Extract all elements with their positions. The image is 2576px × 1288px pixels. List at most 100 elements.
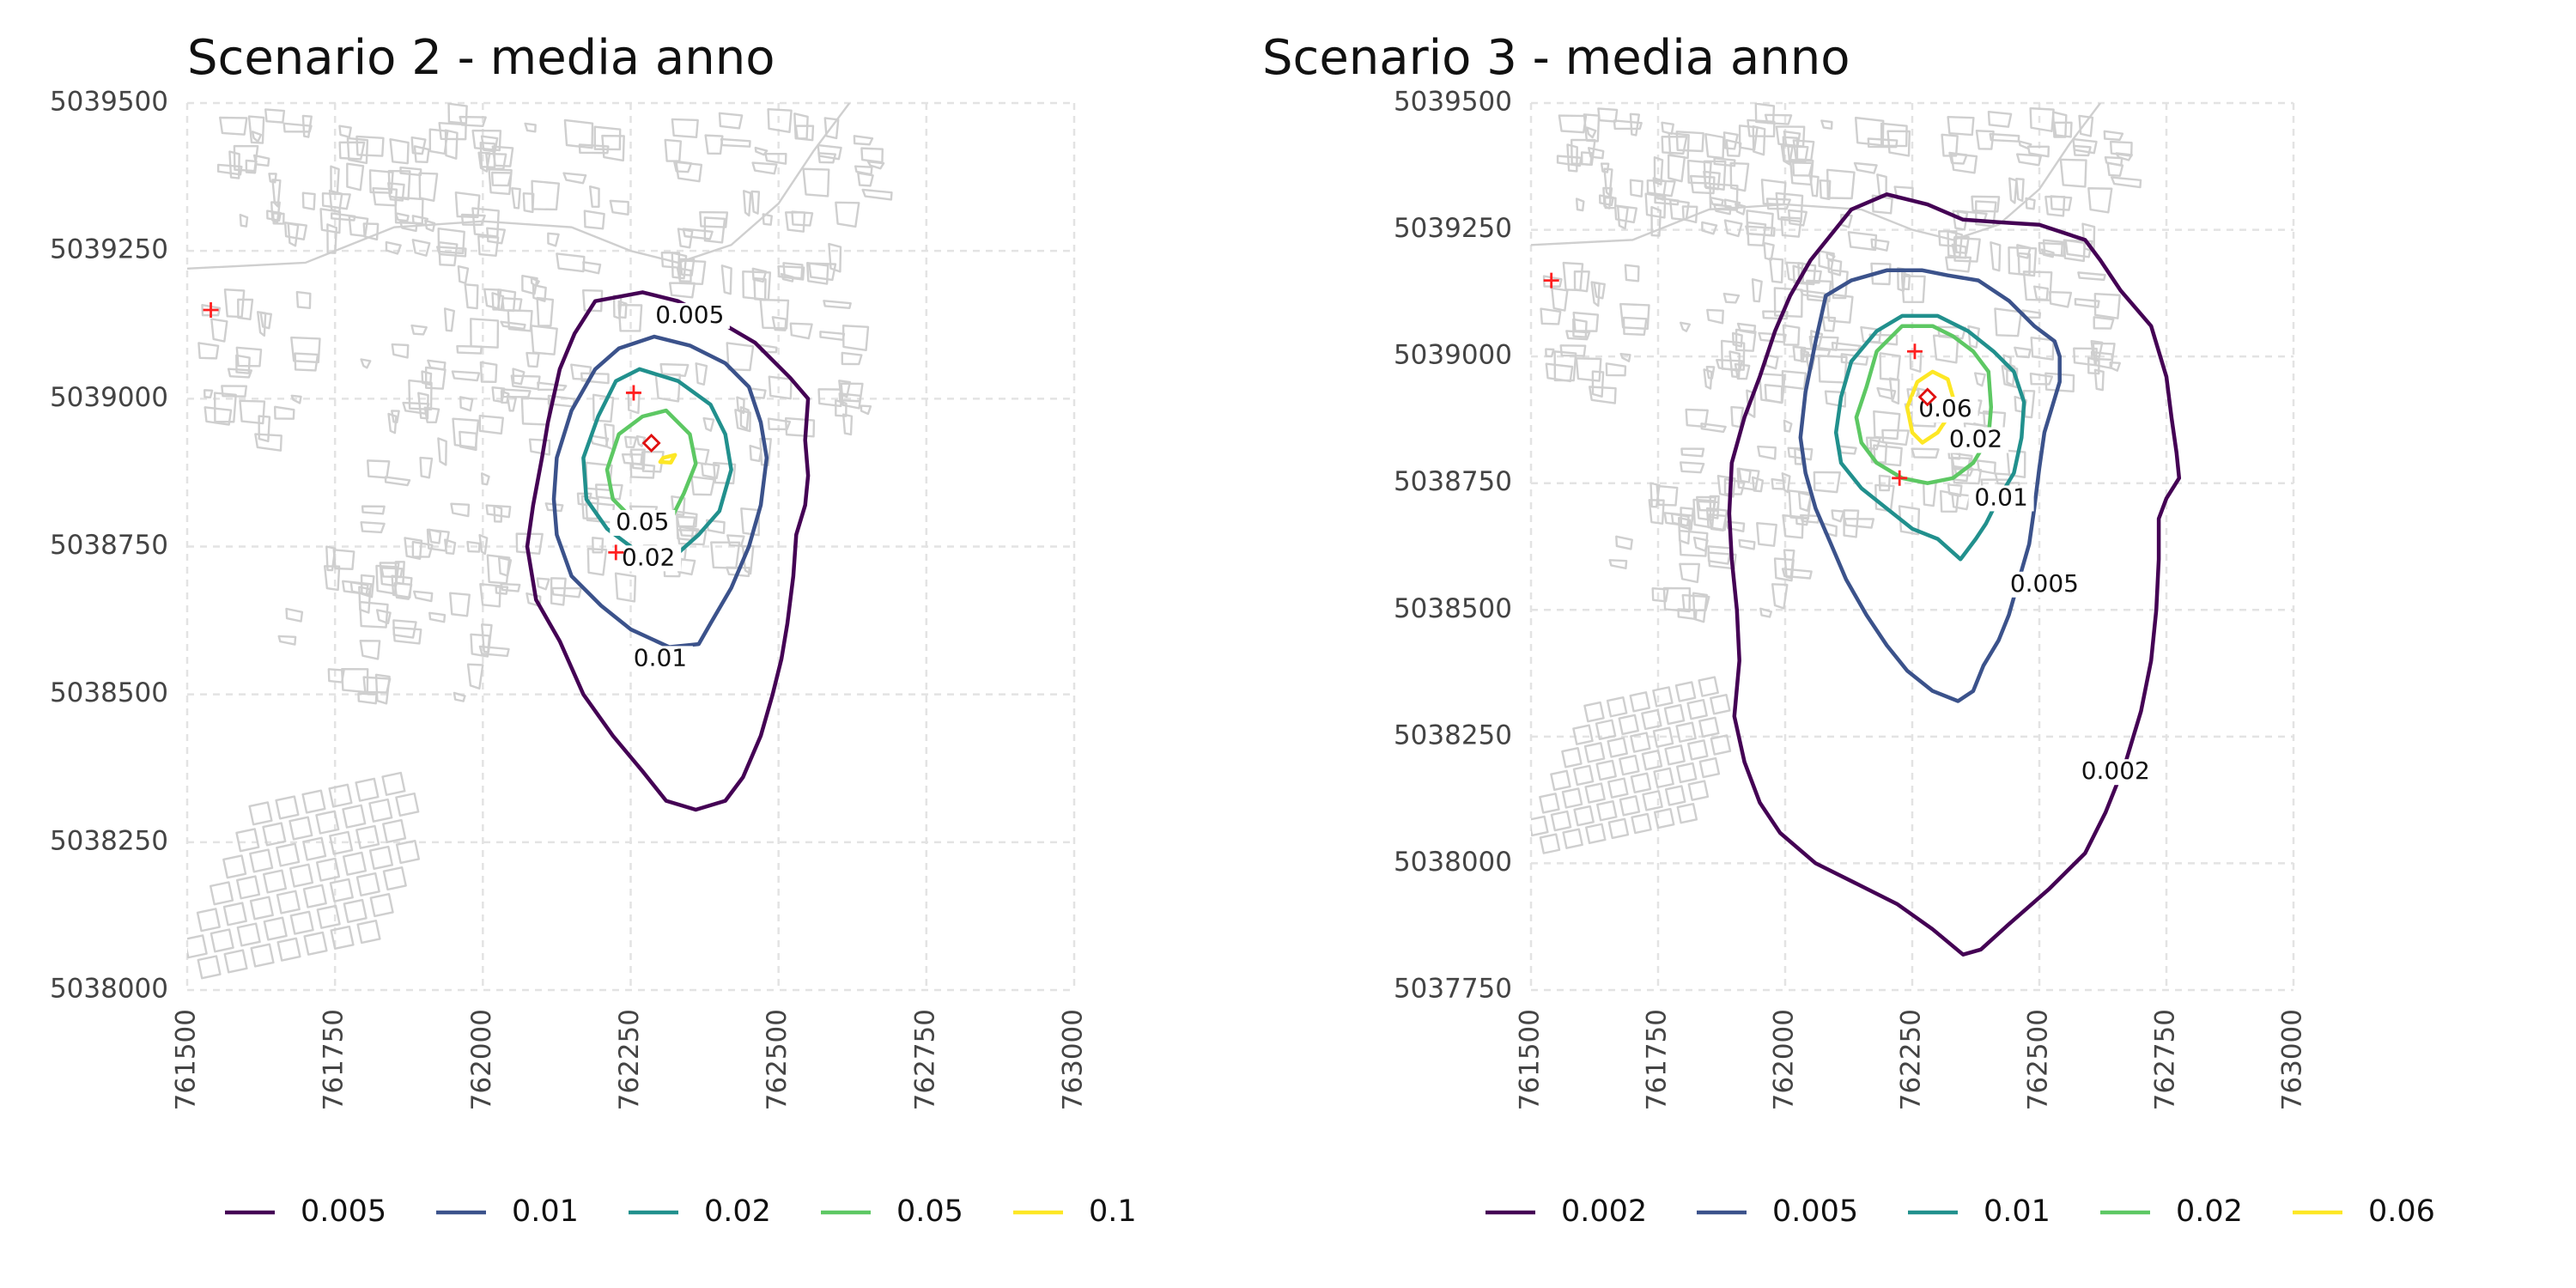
building-outline (695, 362, 708, 386)
building-outline (556, 252, 586, 273)
building-outline (528, 438, 551, 456)
building-outline (1824, 390, 1847, 408)
building-outline (866, 160, 885, 170)
building-outline (1597, 107, 1619, 123)
building-outline (817, 152, 837, 164)
legend-label: 0.01 (1984, 1194, 2050, 1229)
building-outline (1713, 157, 1736, 167)
building-outline (1629, 691, 1651, 713)
building-outline (1698, 676, 1719, 697)
building-outline (1754, 103, 1776, 125)
building-outline (1826, 252, 1836, 263)
building-outline (635, 434, 647, 447)
building-outline (550, 586, 582, 598)
building-outline (671, 118, 699, 138)
building-outline (454, 191, 481, 219)
building-outline (1888, 377, 1900, 405)
building-outline (413, 590, 434, 603)
building-outline (1663, 512, 1695, 527)
building-outline (1900, 271, 1911, 291)
building-outline (480, 135, 499, 153)
basemap (1531, 103, 2142, 854)
contour-label-bg (649, 302, 730, 329)
building-outline (1587, 147, 1605, 160)
legend-label: 0.1 (1089, 1194, 1137, 1229)
building-outline (659, 362, 690, 377)
building-outline (1675, 721, 1697, 743)
building-outline (289, 910, 314, 935)
y-tick-label: 5038500 (1394, 593, 1512, 624)
contour-label: 0.02 (622, 543, 675, 571)
building-outline (2030, 336, 2055, 361)
building-outline (720, 137, 751, 148)
building-outline (1652, 726, 1674, 748)
building-outline (451, 370, 481, 382)
building-outline (1728, 350, 1741, 379)
building-outline (1783, 419, 1793, 433)
building-outline (592, 537, 605, 554)
building-outline (1678, 529, 1709, 557)
building-outline (254, 433, 283, 452)
receptor-diamond-marker (641, 434, 661, 453)
contour-lines (1727, 192, 2182, 957)
x-tick-label: 762500 (762, 1009, 793, 1110)
building-outline (1689, 174, 1716, 195)
building-outline (2111, 176, 2142, 189)
building-outline (1539, 793, 1560, 814)
building-outline (338, 141, 366, 161)
building-outline (428, 128, 449, 155)
building-outline (1573, 270, 1590, 293)
contour-line-0.01 (1833, 313, 2026, 562)
building-outline (1820, 119, 1833, 131)
building-outline (2022, 270, 2053, 301)
building-outline (1603, 196, 1617, 210)
building-outline (1950, 152, 1978, 174)
building-outline (1583, 742, 1606, 763)
building-outline (236, 922, 261, 947)
building-outline (213, 392, 237, 423)
building-outline (751, 267, 768, 283)
legend-label: 0.02 (704, 1194, 771, 1229)
building-outline (593, 125, 622, 151)
building-outline (245, 159, 258, 174)
building-outline (1565, 330, 1591, 341)
building-outline (2016, 244, 2032, 259)
axis-ticks: 5037750 5038000 5038250 5038500 5038750 50390… (1394, 87, 2308, 1111)
building-outline (1692, 498, 1716, 529)
building-outline (266, 210, 282, 222)
building-outline (358, 600, 389, 629)
building-outline (1593, 282, 1606, 300)
building-outline (1706, 308, 1724, 325)
building-outline (366, 459, 391, 479)
building-outline (493, 505, 503, 523)
building-outline (1871, 194, 1893, 215)
building-outline (1873, 410, 1901, 440)
building-outline (1800, 289, 1826, 299)
building-outline (302, 884, 327, 908)
building-outline (1572, 724, 1594, 745)
building-outline (1630, 732, 1651, 753)
building-outline (1945, 256, 1972, 273)
building-outline (537, 381, 568, 392)
building-outline (444, 129, 459, 160)
building-outline (1622, 316, 1648, 336)
building-outline (1653, 155, 1664, 186)
building-outline (1589, 386, 1617, 404)
building-outline (828, 242, 842, 273)
building-outline (419, 456, 434, 479)
building-outline (321, 192, 351, 210)
building-outline (1756, 521, 1777, 547)
building-outline (490, 171, 513, 187)
building-outline (221, 385, 248, 398)
building-outline (411, 239, 431, 257)
building-outline (671, 252, 688, 280)
building-outline (1760, 179, 1787, 206)
building-outline (325, 545, 337, 572)
building-outline (2053, 121, 2073, 138)
x-tick-label: 762000 (466, 1009, 497, 1110)
building-outline (604, 422, 615, 451)
building-outline (701, 462, 720, 479)
building-outline (413, 145, 430, 164)
building-outline (1692, 592, 1708, 623)
